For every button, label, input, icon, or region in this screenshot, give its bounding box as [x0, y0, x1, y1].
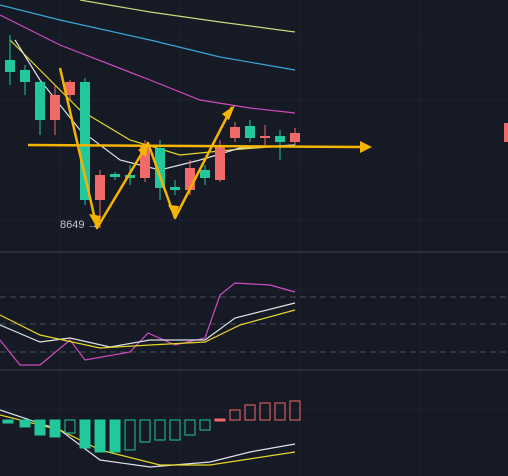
- histogram-bar: [259, 402, 271, 421]
- candle-body: [50, 95, 60, 120]
- candle-body: [65, 82, 75, 95]
- candle-body: [245, 126, 255, 138]
- candle-body: [275, 136, 285, 142]
- histogram-bar: [184, 419, 196, 436]
- price-annotation: 8649 →: [60, 219, 99, 231]
- candle-body: [215, 145, 225, 180]
- histogram-bar: [79, 419, 91, 449]
- histogram-bar: [124, 419, 136, 451]
- ma-line: [9, 39, 296, 156]
- arrow-head: [89, 214, 101, 228]
- edge-candle: [504, 123, 508, 142]
- candle-body: [290, 133, 300, 142]
- arrow-head: [222, 105, 235, 120]
- candle-body: [5, 60, 15, 72]
- histogram-bar: [199, 419, 211, 431]
- histogram-bar: [19, 419, 31, 428]
- candle-body: [230, 127, 240, 138]
- histogram-bar: [34, 419, 46, 436]
- candle-body: [80, 82, 90, 200]
- histogram-bar: [49, 419, 61, 438]
- histogram-bar: [64, 419, 76, 434]
- histogram-bar: [214, 418, 226, 422]
- rsi-line: [0, 309, 296, 349]
- candle-body: [170, 187, 180, 190]
- candle-body: [260, 136, 270, 138]
- ma-line: [79, 0, 296, 33]
- horizontal-arrow: [27, 143, 363, 149]
- histogram-bar: [94, 419, 106, 453]
- histogram-bar: [169, 419, 181, 441]
- ma-line: [0, 14, 296, 114]
- candle-body: [125, 175, 135, 178]
- candle-body: [35, 82, 45, 120]
- macd-histogram: [2, 400, 301, 453]
- arrow-head: [168, 205, 179, 218]
- candle-body: [95, 175, 105, 200]
- histogram-bar: [229, 409, 241, 421]
- drawn-arrows: [27, 67, 372, 230]
- rsi-line: [0, 282, 296, 366]
- rsi-line: [0, 302, 296, 348]
- histogram-bar: [274, 402, 286, 421]
- histogram-bar: [289, 400, 301, 421]
- candle-body: [140, 145, 150, 178]
- arrow-head: [360, 141, 372, 153]
- candle-body: [110, 174, 120, 177]
- histogram-bar: [109, 419, 121, 453]
- candle-body: [155, 148, 165, 188]
- histogram-bar: [2, 419, 14, 424]
- candle-body: [20, 70, 30, 82]
- histogram-bar: [139, 419, 151, 443]
- candle-body: [200, 170, 210, 178]
- ma-line: [0, 4, 296, 71]
- histogram-bar: [244, 404, 256, 421]
- candle-body: [185, 168, 195, 190]
- histogram-bar: [154, 419, 166, 441]
